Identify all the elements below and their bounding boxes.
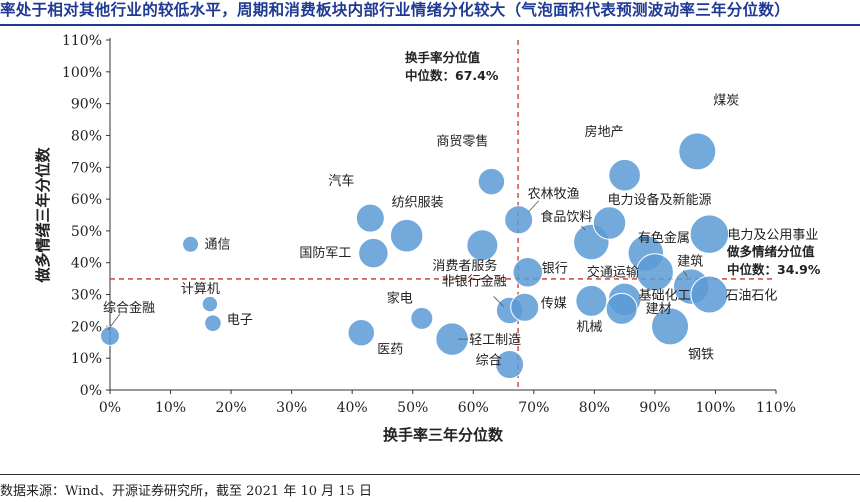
- bubble-计算机: [201, 295, 219, 313]
- point-label: 交通运输: [587, 264, 639, 280]
- bubble-综合金融: [100, 325, 120, 346]
- x-tick-label: 100%: [695, 400, 735, 416]
- point-label: 基础化工: [639, 288, 691, 303]
- y-axis-title: 做多情绪三年分位数: [34, 147, 52, 284]
- bubble-电子: [204, 314, 222, 332]
- x-tick-label: 40%: [337, 400, 368, 416]
- point-label: 电力设备及新能源: [608, 192, 712, 208]
- x-tick-label: 110%: [756, 400, 796, 416]
- leader-line: [639, 238, 643, 242]
- point-label: 银行: [542, 261, 568, 276]
- point-label: 食品饮料: [540, 209, 592, 225]
- bubble-医药: [347, 318, 376, 347]
- y-tick-label: 90%: [71, 97, 102, 113]
- leader-line: [493, 296, 504, 307]
- y-tick-label: 80%: [71, 128, 102, 144]
- bubble-石油石化: [690, 275, 729, 314]
- bubble-国防军工: [358, 237, 389, 269]
- x-tick-label: 50%: [397, 400, 428, 416]
- y-median-value: 中位数：34.9%: [727, 262, 821, 277]
- leader-line: [528, 200, 539, 213]
- x-tick-label: 20%: [216, 400, 247, 416]
- x-tick-label: 10%: [155, 400, 186, 416]
- bubble-煤炭: [678, 132, 717, 171]
- y-tick-label: 0%: [80, 383, 102, 399]
- point-label: 煤炭: [713, 93, 739, 108]
- point-label: 农林牧渔: [528, 187, 580, 202]
- x-tick-label: 60%: [458, 400, 489, 416]
- axes-layer: 0% 10% 20% 30% 40% 50% 60% 70% 80% 90% 100% 110% 0% 1…: [34, 33, 796, 444]
- point-label: 综合: [476, 354, 502, 369]
- y-tick-label: 70%: [71, 160, 102, 176]
- x-tick-label: 0%: [99, 400, 121, 416]
- point-label: 建筑: [677, 254, 703, 270]
- leader-line: [581, 225, 586, 231]
- point-label: 电力及公用事业: [727, 228, 818, 243]
- point-label: 商贸零售: [436, 134, 488, 150]
- point-label: 医药: [377, 343, 403, 358]
- y-tick-label: 40%: [71, 256, 102, 272]
- point-label: 轻工制造: [469, 333, 521, 348]
- x-tick-label: 30%: [276, 400, 307, 416]
- bubble-电力设备及新能源: [592, 206, 627, 240]
- point-label: 建材: [646, 302, 672, 317]
- point-label: 国防军工: [299, 245, 351, 261]
- title-rule: [0, 24, 860, 26]
- point-label: 钢铁: [688, 347, 714, 362]
- x-tick-label: 90%: [639, 400, 670, 416]
- bubble-交通运输: [635, 253, 674, 292]
- bubble-房地产: [608, 158, 641, 192]
- bubble-通信: [182, 235, 200, 253]
- point-label: 家电: [387, 290, 413, 306]
- source-rule: [0, 474, 860, 475]
- point-label: 非银行金融: [442, 273, 507, 289]
- x-axis-title: 换手率三年分位数: [383, 426, 504, 444]
- y-tick-label: 60%: [71, 192, 102, 208]
- bubble-钢铁: [651, 307, 690, 346]
- x-median-value: 中位数：67.4%: [405, 68, 499, 83]
- bubble-建材: [605, 292, 638, 325]
- x-tick-label: 70%: [518, 400, 549, 416]
- y-tick-label: 50%: [71, 224, 102, 240]
- y-tick-label: 20%: [71, 319, 102, 335]
- leader-line: [107, 313, 121, 331]
- x-median-label: 换手率分位值: [405, 50, 481, 65]
- y-tick-label: 10%: [71, 351, 102, 367]
- point-label: 消费者服务: [432, 258, 497, 274]
- bubble-chart: 0% 10% 20% 30% 40% 50% 60% 70% 80% 90% 100% 110% 0% 1…: [34, 33, 821, 444]
- point-label: 机械: [576, 320, 602, 335]
- bubble-电力及公用事业: [689, 214, 730, 254]
- point-label: 石油石化: [725, 289, 777, 304]
- point-label: 综合金融: [103, 300, 155, 316]
- bubble-银行: [512, 257, 544, 288]
- y-tick-label: 110%: [62, 33, 102, 49]
- bubble-纺织服装: [389, 218, 424, 253]
- y-tick-label: 30%: [71, 288, 102, 304]
- y-tick-label: 100%: [62, 65, 102, 81]
- bubble-农林牧渔: [504, 205, 534, 235]
- bubble-轻工制造: [435, 322, 469, 356]
- chart-title: 率处于相对其他行业的较低水平，周期和消费板块内部行业情绪分化较大（气泡面积代表预…: [0, 1, 791, 19]
- point-label: 房地产: [585, 124, 624, 140]
- point-label: 计算机: [181, 282, 220, 297]
- bubble-传媒: [510, 292, 540, 322]
- bubble-商贸零售: [477, 167, 506, 196]
- bubble-消费者服务: [466, 229, 499, 262]
- bubble-家电: [410, 306, 434, 330]
- bubbles-layer: [100, 132, 730, 380]
- point-label: 传媒: [541, 296, 567, 311]
- bubble-汽车: [355, 203, 385, 233]
- bubble-机械: [575, 284, 608, 317]
- point-label: 汽车: [328, 173, 354, 189]
- source-note: 数据来源：Wind、开源证券研究所，截至 2021 年 10 月 15 日: [0, 484, 372, 499]
- point-label: 纺织服装: [392, 196, 444, 211]
- leader-line: [682, 270, 688, 277]
- x-tick-label: 80%: [579, 400, 610, 416]
- point-label: 有色金属: [638, 230, 690, 246]
- point-label: 通信: [205, 237, 231, 252]
- point-label: 电子: [227, 313, 253, 328]
- y-median-label: 做多情绪分位值: [726, 244, 815, 259]
